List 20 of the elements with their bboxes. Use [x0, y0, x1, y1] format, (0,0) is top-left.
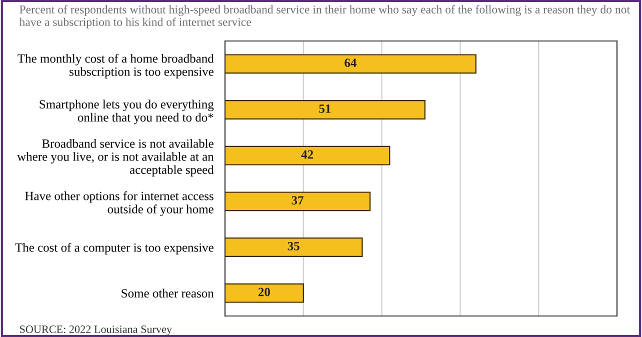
bar	[225, 54, 476, 74]
data-label: 64	[344, 58, 356, 68]
chart-title: Percent of respondents without high-speed broadband service in their home who say each of the following is a reason they do not have a subscription to his kind of internet service	[19, 5, 630, 28]
data-label: 35	[288, 242, 300, 250]
bar	[225, 192, 371, 212]
y-tick-label: Some other reason	[122, 288, 214, 298]
y-tick-label: Have other options for internet access outside of your home	[25, 191, 214, 216]
y-tick-label: The cost of a computer is too expensive	[15, 242, 214, 254]
data-label: 51	[319, 104, 331, 113]
y-tick-label: Smartphone lets you do everything online that you need to do*	[40, 100, 214, 124]
bar	[225, 238, 363, 257]
bar	[225, 146, 390, 166]
source-note: SOURCE: 2022 Louisiana Survey	[20, 326, 172, 336]
bar	[225, 283, 304, 303]
y-tick-label: Broadband service is not available where you live, or is not available at an acceptable speed	[17, 139, 214, 177]
y-tick-label: The monthly cost of a home broadband subscription is too expensive	[18, 54, 214, 78]
bar	[225, 100, 426, 120]
data-label: 37	[292, 196, 304, 205]
data-label: 42	[301, 150, 314, 159]
data-label: 20	[258, 288, 270, 296]
